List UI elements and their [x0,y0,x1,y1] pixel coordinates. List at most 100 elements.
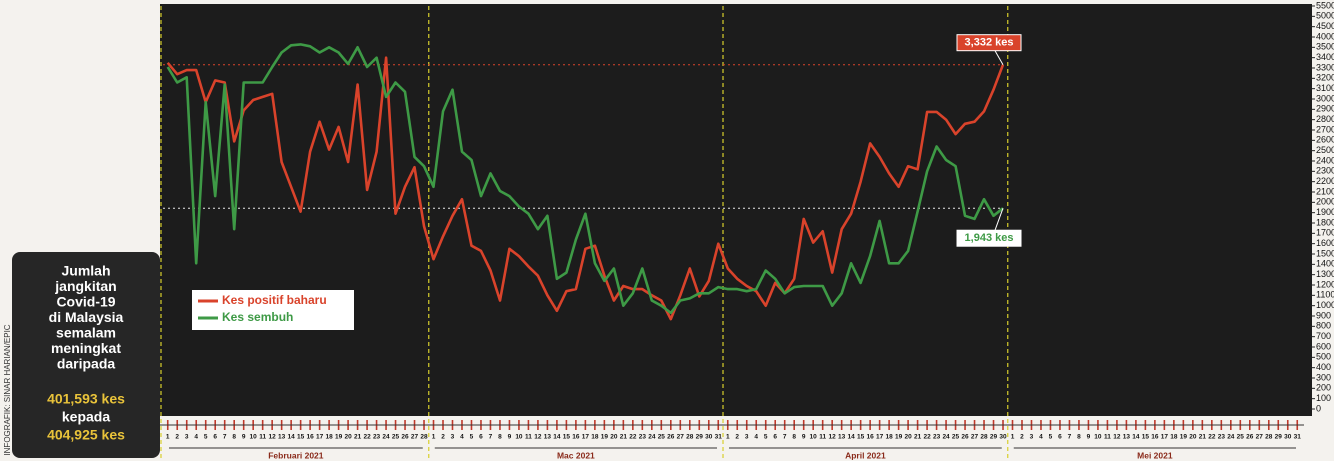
x-tick-label: 19 [895,434,903,441]
x-tick-label: 19 [1180,434,1188,441]
y-tick-label: 1900 [1316,207,1334,217]
x-tick-label: 25 [952,434,960,441]
x-tick-label: 31 [1294,434,1302,441]
x-tick-label: 1 [1011,434,1015,441]
x-tick-label: 22 [363,434,371,441]
y-tick-label: 1400 [1316,259,1334,269]
x-tick-label: 9 [1087,434,1091,441]
x-tick-label: 24 [648,434,656,441]
x-tick-label: 24 [382,434,390,441]
x-tick-label: 13 [1123,434,1131,441]
month-label: Mac 2021 [557,450,595,460]
x-tick-label: 17 [876,434,884,441]
month-label: Februari 2021 [268,450,324,460]
x-tick-label: 18 [885,434,893,441]
annotation-connector [994,50,1004,65]
y-tick-label: 3000 [1316,93,1334,103]
x-tick-label: 3 [185,434,189,441]
x-tick-label: 5 [1049,434,1053,441]
x-tick-label: 22 [1208,434,1216,441]
x-tick-label: 28 [1265,434,1273,441]
x-tick-label: 12 [829,434,837,441]
y-tick-label: 2400 [1316,155,1334,165]
x-tick-label: 20 [1189,434,1197,441]
x-tick-label: 20 [904,434,912,441]
x-tick-label: 18 [325,434,333,441]
x-tick-label: 28 [980,434,988,441]
y-tick-label: 2600 [1316,135,1334,145]
x-tick-label: 11 [819,434,826,441]
panel-text: Jumlah [61,263,110,279]
x-tick-label: 16 [867,434,875,441]
y-tick-label: 3500 [1316,42,1334,52]
x-tick-label: 14 [1132,434,1140,441]
y-tick-label: 3100 [1316,83,1334,93]
x-tick-label: 17 [1161,434,1169,441]
y-tick-label: 600 [1316,341,1331,351]
x-tick-label: 11 [1104,434,1111,441]
x-tick-label: 8 [498,434,502,441]
credit: INFOGRAFIK: SINAR HARIAN/EPIC [3,324,12,455]
y-tick-label: 2200 [1316,176,1334,186]
x-tick-label: 20 [344,434,352,441]
x-tick-label: 29 [990,434,998,441]
x-tick-label: 2 [1020,434,1024,441]
y-tick-label: 2000 [1316,197,1334,207]
x-tick-label: 19 [335,434,343,441]
x-tick-label: 12 [534,434,542,441]
x-tick-label: 23 [639,434,647,441]
y-tick-label: 100 [1316,393,1331,403]
x-tick-label: 25 [1237,434,1245,441]
x-tick-label: 10 [810,434,818,441]
y-tick-label: 1100 [1316,290,1334,300]
x-tick-label: 27 [1256,434,1264,441]
x-tick-label: 24 [1227,434,1235,441]
x-tick-label: 9 [508,434,512,441]
x-tick-label: 11 [259,434,266,441]
x-tick-label: 22 [923,434,931,441]
y-tick-label: 2800 [1316,114,1334,124]
x-tick-label: 8 [232,434,236,441]
x-tick-label: 26 [667,434,675,441]
month-label: Mei 2021 [1137,450,1173,460]
x-tick-label: 25 [392,434,400,441]
y-tick-label: 3400 [1316,52,1334,62]
annotation-box [956,34,1022,52]
x-tick-label: 7 [1068,434,1072,441]
x-tick-label: 4 [460,434,464,441]
x-tick-label: 26 [961,434,969,441]
y-tick-label: 2500 [1316,145,1334,155]
x-tick-label: 21 [620,434,628,441]
x-tick-label: 8 [1077,434,1081,441]
y-tick-label: 400 [1316,362,1331,372]
x-tick-label: 7 [489,434,493,441]
x-tick-label: 29 [696,434,704,441]
info-panel [12,252,160,458]
x-tick-label: 5 [470,434,474,441]
panel-to: 404,925 kes [47,427,125,443]
y-tick-label: 4000 [1316,31,1334,41]
x-tick-label: 23 [373,434,381,441]
annotation-label: 1,943 kes [965,232,1014,244]
y-tick-label: 1200 [1316,279,1334,289]
annotation-box [956,229,1022,247]
x-tick-label: 15 [1142,434,1150,441]
x-tick-label: 21 [354,434,362,441]
x-tick-label: 29 [1275,434,1283,441]
x-tick-label: 30 [999,434,1007,441]
month-label: April 2021 [845,450,886,460]
x-tick-label: 10 [1094,434,1102,441]
panel-text: Covid-19 [56,294,115,310]
y-tick-label: 2300 [1316,166,1334,176]
annotation-connector [994,208,1004,231]
y-tick-label: 700 [1316,331,1331,341]
x-tick-label: 1 [432,434,436,441]
legend-box [192,290,354,330]
y-tick-label: 2700 [1316,124,1334,134]
panel-connector: kepada [62,409,110,425]
x-tick-label: 2 [441,434,445,441]
x-tick-label: 6 [213,434,217,441]
y-tick-label: 5000 [1316,11,1334,21]
x-tick-label: 26 [401,434,409,441]
x-tick-label: 5 [204,434,208,441]
